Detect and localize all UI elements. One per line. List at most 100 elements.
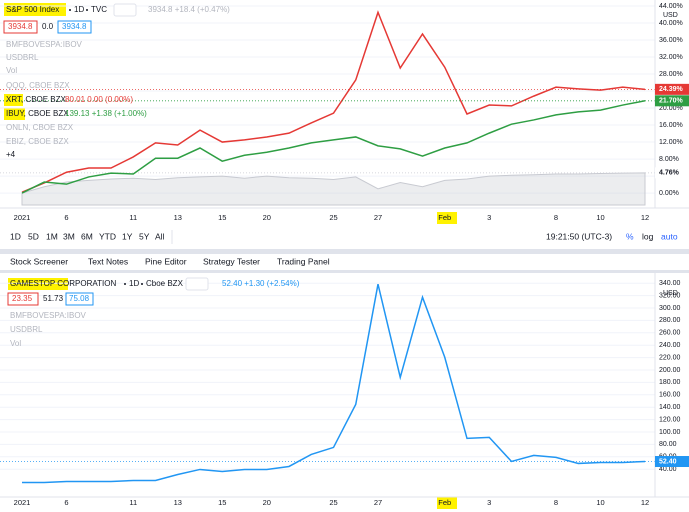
legend-item[interactable]: XRT, CBOE BZX: [6, 95, 67, 104]
y-tick-label: 280.00: [659, 317, 681, 324]
x-tick-label: 10: [596, 213, 604, 222]
highlights: [4, 3, 457, 509]
x-tick-label: 6: [64, 213, 68, 222]
range-button[interactable]: 1Y: [122, 231, 133, 241]
tab[interactable]: Trading Panel: [277, 256, 330, 266]
y-tick-label: 40.00%: [659, 20, 683, 27]
legend-quote: 139.13 +1.38 (+1.00%): [65, 109, 147, 118]
y-tick-label: 8.00%: [659, 156, 679, 163]
range-button[interactable]: 5D: [28, 231, 39, 241]
x-tick-label: 12: [641, 498, 649, 507]
tab[interactable]: Pine Editor: [145, 256, 187, 266]
y-tick-label: 160.00: [659, 392, 681, 399]
legend-item[interactable]: ONLN, CBOE BZX: [6, 123, 74, 132]
y-tick-label: 40.00: [659, 466, 677, 473]
legend-item[interactable]: IBUY, CBOE BZX: [6, 109, 69, 118]
y-tick-label: 0.00%: [659, 190, 679, 197]
legend-item[interactable]: BMFBOVESPA:IBOV: [6, 40, 83, 49]
tab[interactable]: Stock Screener: [10, 256, 68, 266]
legend-item[interactable]: USDBRL: [10, 325, 43, 334]
y-tick-label: 340.00: [659, 280, 681, 287]
y-tick-label: 320.00: [659, 292, 681, 299]
log-button[interactable]: log: [642, 231, 654, 241]
area: [21, 172, 646, 206]
panel-divider: [0, 249, 689, 254]
y-tick-label: 240.00: [659, 342, 681, 349]
x-tick-label: 15: [218, 213, 226, 222]
auto-button[interactable]: auto: [661, 231, 678, 241]
y-tick-label: 300.00: [659, 305, 681, 312]
y-tick-label: 100.00: [659, 429, 681, 436]
x-tick-label: 3: [487, 213, 491, 222]
range-button[interactable]: 6M: [81, 231, 93, 241]
range-button[interactable]: All: [155, 231, 165, 241]
plots: [0, 5, 655, 484]
price-tag: [655, 83, 689, 95]
axis-unit: USD: [663, 290, 678, 297]
separator: [124, 283, 126, 285]
x-tick-label: 25: [329, 498, 337, 507]
y-tick-label: 36.00%: [659, 37, 683, 44]
legend-quote: 52.40 +1.30 (+2.54%): [222, 279, 300, 288]
legend-more[interactable]: +4: [6, 150, 16, 159]
x-tick-label: 25: [329, 213, 337, 222]
box: [57, 20, 92, 34]
x-tick-label: 13: [174, 498, 182, 507]
x-tick-label: 10: [596, 498, 604, 507]
price-tag: [655, 95, 689, 107]
percent-button[interactable]: %: [626, 231, 634, 241]
x-tick-label: 20: [263, 213, 271, 222]
y-tick-label: 28.00%: [659, 71, 683, 78]
price-tag-label: 24.39%: [659, 86, 684, 93]
y-tick-label: 12.00%: [659, 139, 683, 146]
y-tick-label: 120.00: [659, 416, 681, 423]
legend-item[interactable]: Vol: [6, 66, 17, 75]
legend-item[interactable]: USDBRL: [6, 53, 39, 62]
box-value: 3934.8: [8, 22, 33, 31]
legend-quote: 3934.8 +18.4 (+0.47%): [148, 5, 230, 14]
tab[interactable]: Strategy Tester: [203, 256, 260, 266]
price-tag-label: 21.70%: [659, 98, 684, 105]
x-tick-label: 20: [263, 498, 271, 507]
x-tick-label: 2021: [14, 213, 31, 222]
legend-button[interactable]: [113, 3, 137, 17]
legend-title: GAMESTOP CORPORATION: [10, 279, 116, 288]
separator: [86, 9, 88, 11]
tab[interactable]: Text Notes: [88, 256, 128, 266]
box: [3, 20, 38, 34]
legend-item[interactable]: QQQ, CBOE BZX: [6, 81, 70, 90]
x-tick-label: 27: [374, 498, 382, 507]
line: [22, 284, 646, 484]
range-button[interactable]: 1D: [10, 231, 21, 241]
axes: 0.00%4.00%8.00%12.00%16.00%20.00%24.00%2…: [14, 3, 689, 507]
legend-item[interactable]: EBIZ, CBOE BZX: [6, 137, 69, 146]
price-tag: [655, 167, 689, 179]
y-tick-label: 260.00: [659, 330, 681, 337]
legend-button[interactable]: [185, 277, 209, 291]
panel-divider: [0, 270, 689, 273]
range-toolbar: 1D 5D 1M 3M 6M YTD 1Y 5Y All 19:21:50 (U…: [10, 230, 678, 244]
y-tick-label: 80.00: [659, 441, 677, 448]
y-tick-label: 220.00: [659, 354, 681, 361]
x-tick-label: 11: [129, 498, 137, 507]
y-tick-label: 140.00: [659, 404, 681, 411]
highlight: [4, 94, 23, 106]
separator: [69, 9, 71, 11]
y-tick-label: 44.00%: [659, 3, 683, 10]
y-tick-label: 16.00%: [659, 122, 683, 129]
y-tick-label: 200.00: [659, 367, 681, 374]
box-value: 51.73: [43, 294, 64, 303]
highlight: [437, 497, 457, 509]
range-button[interactable]: 3M: [63, 231, 75, 241]
legend-item[interactable]: Vol: [10, 339, 21, 348]
legend-title: S&P 500 Index: [6, 5, 59, 14]
legend-exchange: Cboe BZX: [146, 279, 184, 288]
x-tick-label: 13: [174, 213, 182, 222]
price-tag-label: 52.40: [659, 458, 677, 465]
clock: 19:21:50 (UTC-3): [546, 231, 612, 241]
range-button[interactable]: YTD: [99, 231, 116, 241]
legend-item[interactable]: BMFBOVESPA:IBOV: [10, 311, 87, 320]
legend-exchange: TVC: [91, 5, 107, 14]
range-button[interactable]: 5Y: [139, 231, 150, 241]
range-button[interactable]: 1M: [46, 231, 58, 241]
